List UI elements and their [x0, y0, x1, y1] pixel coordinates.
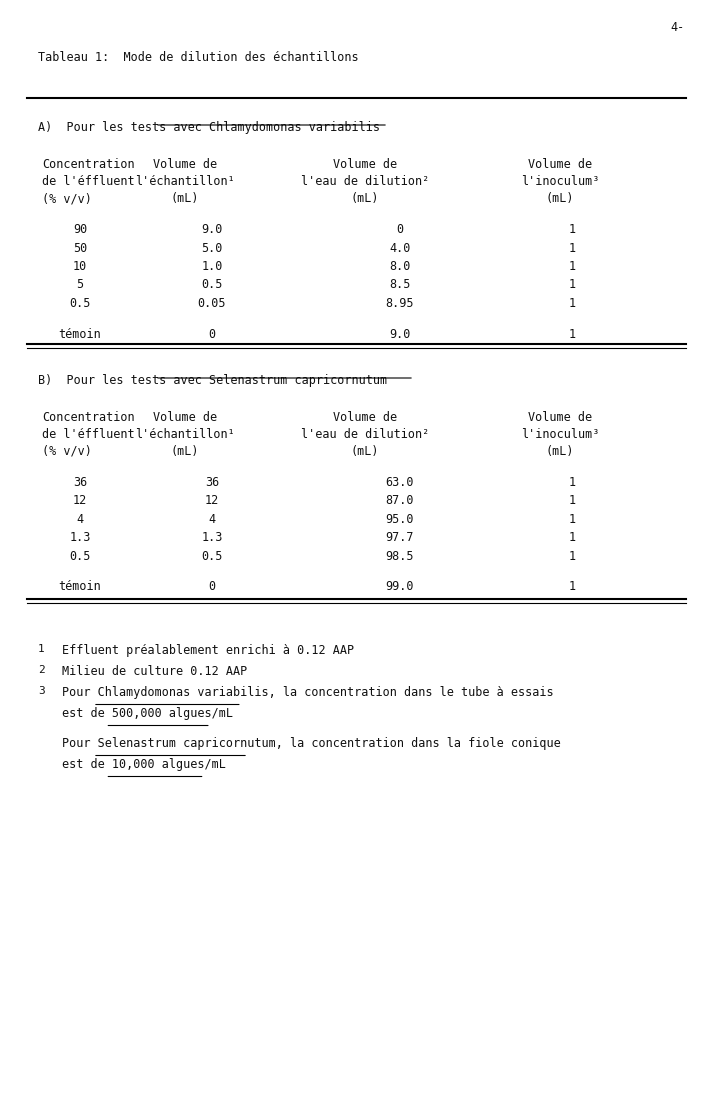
Text: l'échantillon¹: l'échantillon¹: [135, 175, 235, 187]
Text: 0: 0: [396, 223, 404, 235]
Text: (% v/v): (% v/v): [42, 192, 92, 205]
Text: A)  Pour les tests avec Chlamydomonas variabilis: A) Pour les tests avec Chlamydomonas var…: [38, 121, 380, 134]
Text: 63.0: 63.0: [386, 477, 414, 489]
Text: 1: 1: [568, 260, 575, 273]
Text: 1: 1: [568, 550, 575, 562]
Text: Volume de: Volume de: [153, 158, 217, 171]
Text: est de 500,000 algues/mL: est de 500,000 algues/mL: [62, 708, 233, 720]
Text: 98.5: 98.5: [386, 550, 414, 562]
Text: 10: 10: [73, 260, 87, 273]
Text: 50: 50: [73, 241, 87, 254]
Text: 4: 4: [208, 513, 215, 526]
Text: 1: 1: [568, 241, 575, 254]
Text: 4.0: 4.0: [389, 241, 411, 254]
Text: est de 10,000 algues/mL: est de 10,000 algues/mL: [62, 758, 226, 771]
Text: l'inoculum³: l'inoculum³: [520, 175, 599, 187]
Text: l'échantillon¹: l'échantillon¹: [135, 429, 235, 441]
Text: 12: 12: [73, 494, 87, 508]
Text: de l'éffluent: de l'éffluent: [42, 175, 135, 187]
Text: 4-: 4-: [671, 21, 685, 33]
Text: Concentration: Concentration: [42, 158, 135, 171]
Text: (% v/v): (% v/v): [42, 445, 92, 458]
Text: Pour Selenastrum capricornutum, la concentration dans la fiole conique: Pour Selenastrum capricornutum, la conce…: [62, 737, 560, 750]
Text: 0: 0: [208, 327, 215, 340]
Text: 36: 36: [73, 477, 87, 489]
Text: témoin: témoin: [58, 327, 101, 340]
Text: 95.0: 95.0: [386, 513, 414, 526]
Text: B)  Pour les tests avec Selenastrum capricornutum: B) Pour les tests avec Selenastrum capri…: [38, 374, 387, 387]
Text: Pour Chlamydomonas variabilis, la concentration dans le tube à essais: Pour Chlamydomonas variabilis, la concen…: [62, 686, 553, 699]
Text: 1: 1: [568, 531, 575, 545]
Text: Volume de: Volume de: [153, 411, 217, 424]
Text: 1: 1: [38, 644, 45, 654]
Text: Tableau 1:  Mode de dilution des échantillons: Tableau 1: Mode de dilution des échantil…: [38, 51, 359, 64]
Text: 1.3: 1.3: [69, 531, 91, 545]
Text: (mL): (mL): [170, 445, 199, 458]
Text: 0.5: 0.5: [69, 297, 91, 310]
Text: témoin: témoin: [58, 580, 101, 594]
Text: 3: 3: [38, 686, 45, 696]
Text: 4: 4: [76, 513, 83, 526]
Text: 5.0: 5.0: [201, 241, 222, 254]
Text: 12: 12: [205, 494, 219, 508]
Text: 0.05: 0.05: [198, 297, 226, 310]
Text: l'eau de dilution²: l'eau de dilution²: [301, 429, 429, 441]
Text: 1: 1: [568, 477, 575, 489]
Text: (mL): (mL): [351, 445, 379, 458]
Text: 97.7: 97.7: [386, 531, 414, 545]
Text: 1: 1: [568, 494, 575, 508]
Text: 1: 1: [568, 580, 575, 594]
Text: 5: 5: [76, 279, 83, 291]
Text: 1: 1: [568, 513, 575, 526]
Text: 1.0: 1.0: [201, 260, 222, 273]
Text: 1: 1: [568, 297, 575, 310]
Text: Effluent préalablement enrichi à 0.12 AAP: Effluent préalablement enrichi à 0.12 AA…: [62, 644, 354, 657]
Text: 1: 1: [568, 279, 575, 291]
Text: 8.0: 8.0: [389, 260, 411, 273]
Text: 0.5: 0.5: [201, 279, 222, 291]
Text: 1.3: 1.3: [201, 531, 222, 545]
Text: Milieu de culture 0.12 AAP: Milieu de culture 0.12 AAP: [62, 665, 247, 679]
Text: 8.95: 8.95: [386, 297, 414, 310]
Text: 1: 1: [568, 327, 575, 340]
Text: de l'éffluent: de l'éffluent: [42, 429, 135, 441]
Text: (mL): (mL): [545, 192, 574, 205]
Text: (mL): (mL): [351, 192, 379, 205]
Text: (mL): (mL): [170, 192, 199, 205]
Text: Volume de: Volume de: [528, 411, 592, 424]
Text: 9.0: 9.0: [389, 327, 411, 340]
Text: 90: 90: [73, 223, 87, 235]
Text: 0.5: 0.5: [69, 550, 91, 562]
Text: 0.5: 0.5: [201, 550, 222, 562]
Text: Volume de: Volume de: [333, 411, 397, 424]
Text: Volume de: Volume de: [528, 158, 592, 171]
Text: 2: 2: [38, 665, 45, 675]
Text: 8.5: 8.5: [389, 279, 411, 291]
Text: 36: 36: [205, 477, 219, 489]
Text: 99.0: 99.0: [386, 580, 414, 594]
Text: 9.0: 9.0: [201, 223, 222, 235]
Text: Volume de: Volume de: [333, 158, 397, 171]
Text: 87.0: 87.0: [386, 494, 414, 508]
Text: l'inoculum³: l'inoculum³: [520, 429, 599, 441]
Text: 0: 0: [208, 580, 215, 594]
Text: (mL): (mL): [545, 445, 574, 458]
Text: Concentration: Concentration: [42, 411, 135, 424]
Text: 1: 1: [568, 223, 575, 235]
Text: l'eau de dilution²: l'eau de dilution²: [301, 175, 429, 187]
